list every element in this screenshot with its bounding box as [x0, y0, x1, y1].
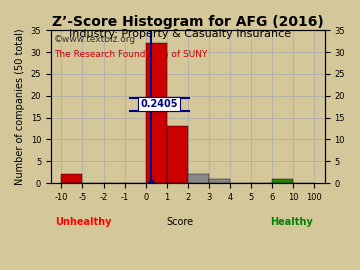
Bar [146, 43, 167, 183]
Text: The Research Foundation of SUNY: The Research Foundation of SUNY [54, 50, 207, 59]
Text: Unhealthy: Unhealthy [55, 217, 112, 227]
Bar [188, 174, 209, 183]
Y-axis label: Number of companies (50 total): Number of companies (50 total) [15, 28, 25, 185]
Bar [209, 179, 230, 183]
Title: Z’-Score Histogram for AFG (2016): Z’-Score Histogram for AFG (2016) [52, 15, 324, 29]
Bar [62, 174, 82, 183]
Bar [272, 179, 293, 183]
Text: Healthy: Healthy [270, 217, 313, 227]
Text: 0.2405: 0.2405 [140, 99, 178, 109]
Text: Score: Score [166, 217, 193, 227]
Bar [167, 126, 188, 183]
Text: Industry: Property & Casualty Insurance: Industry: Property & Casualty Insurance [69, 29, 291, 39]
Text: ©www.textbiz.org: ©www.textbiz.org [54, 35, 136, 44]
